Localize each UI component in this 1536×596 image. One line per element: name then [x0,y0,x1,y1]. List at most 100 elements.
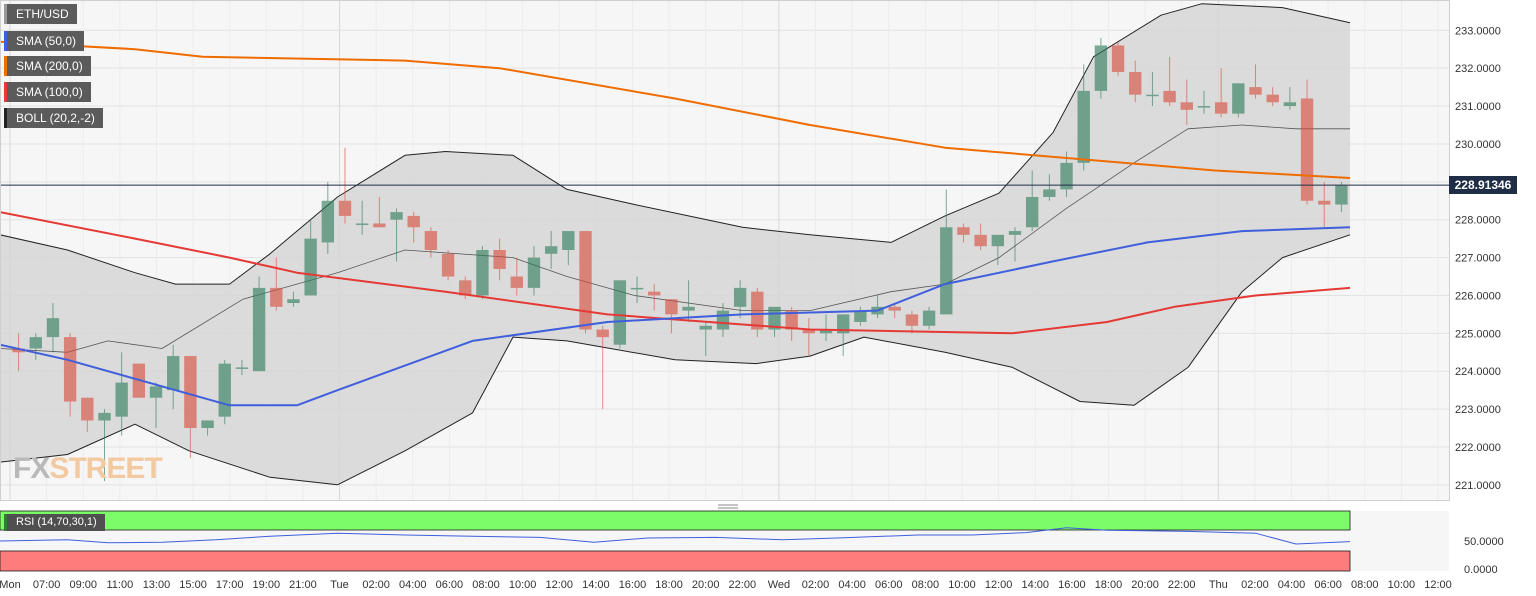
x-tick-label: 07:00 [33,579,61,591]
candle-body [648,291,661,296]
candle-body [304,238,317,296]
legend-sma200[interactable]: SMA (200,0) [4,56,91,76]
legend-sma100[interactable]: SMA (100,0) [4,82,91,102]
candle-body [1111,45,1125,72]
candle [974,223,987,250]
candle [167,344,180,410]
candle [201,420,214,436]
rsi-tick-label: 0.0000 [1464,564,1498,576]
x-tick-label: 02:00 [1241,579,1269,591]
candle-body [390,212,403,220]
candle-body [459,280,472,296]
candle [922,306,936,330]
candle-body [98,412,111,421]
candle [510,257,523,296]
candle-body [252,287,266,372]
candle [1008,227,1022,262]
y-tick-label: 221.0000 [1455,480,1501,492]
candle [270,257,283,311]
candle [304,219,317,296]
candle-body [1077,90,1090,163]
candle [390,208,403,262]
candle-body [1146,94,1159,97]
y-tick-label: 233.0000 [1455,25,1501,37]
x-tick-label: 08:00 [912,579,940,591]
candle-body [733,287,747,307]
x-tick-label: 10:00 [509,579,537,591]
y-tick-label: 231.0000 [1455,101,1501,113]
x-tick-label: 13:00 [143,579,171,591]
legend-sma50[interactable]: SMA (50,0) [4,31,85,51]
candle-body [1283,102,1297,107]
candle [596,325,609,410]
candle-body [630,287,644,290]
y-tick-label: 230.0000 [1455,139,1501,151]
candle-body [167,356,180,391]
candle [46,303,60,353]
rsi-oversold-zone [0,550,1351,572]
candle-body [424,231,438,250]
logo-part-1: FX [13,452,50,485]
candle-body [1129,71,1142,95]
candle [29,333,42,360]
candle [373,196,386,228]
candle [1077,64,1090,171]
x-tick-label: 18:00 [1095,579,1123,591]
candle-body [1060,162,1073,190]
x-tick-label: 02:00 [802,579,830,591]
candle-body [321,200,335,243]
candle-body [12,348,25,353]
candle [544,231,558,269]
candle-body [81,397,94,421]
candle-body [527,257,541,288]
candle [1232,83,1245,118]
x-tick-label: 21:00 [289,579,317,591]
candle [149,382,163,429]
candle-body [1335,185,1348,205]
x-tick-label: 17:00 [216,579,244,591]
candle-body [785,310,798,330]
legend-symbol[interactable]: ETH/USD [4,4,77,24]
candle [665,299,678,334]
candle-body [184,356,197,429]
candle-body [63,337,77,402]
x-tick-label: 19:00 [253,579,281,591]
candle [1129,60,1142,103]
candle [1283,87,1297,110]
candle-body [407,215,420,228]
candle-body [802,329,816,334]
candle [957,223,970,243]
x-tick-label: 08:00 [1351,579,1379,591]
candle [287,291,300,307]
candle [493,238,506,281]
candle [733,280,747,319]
candle-body [544,246,558,254]
candle-body [957,227,970,235]
candle-body [1214,102,1228,114]
candle [81,397,94,432]
fxstreet-logo: FXSTREET [13,452,163,486]
logo-part-2: STREET [49,452,162,485]
candle [441,250,455,281]
candle [1043,174,1056,201]
y-tick-label: 223.0000 [1455,404,1501,416]
candle-body [751,291,764,330]
candle-body [1043,189,1056,197]
rsi-legend[interactable]: RSI (14,70,30,1) [4,514,105,531]
x-tick-label: 06:00 [875,579,903,591]
legend-boll[interactable]: BOLL (20,2,-2) [4,108,103,128]
candle-body [338,200,352,216]
x-tick-label: 15:00 [179,579,207,591]
candle [802,318,816,357]
candle-body [716,310,730,330]
y-tick-label: 226.0000 [1455,290,1501,302]
y-tick-label: 232.0000 [1455,63,1501,75]
candle-body [493,250,506,269]
x-tick-label: 22:00 [1168,579,1196,591]
candle [682,280,695,322]
candle [1180,79,1193,125]
candle [252,276,266,372]
candle [184,356,197,459]
candle [905,310,919,334]
